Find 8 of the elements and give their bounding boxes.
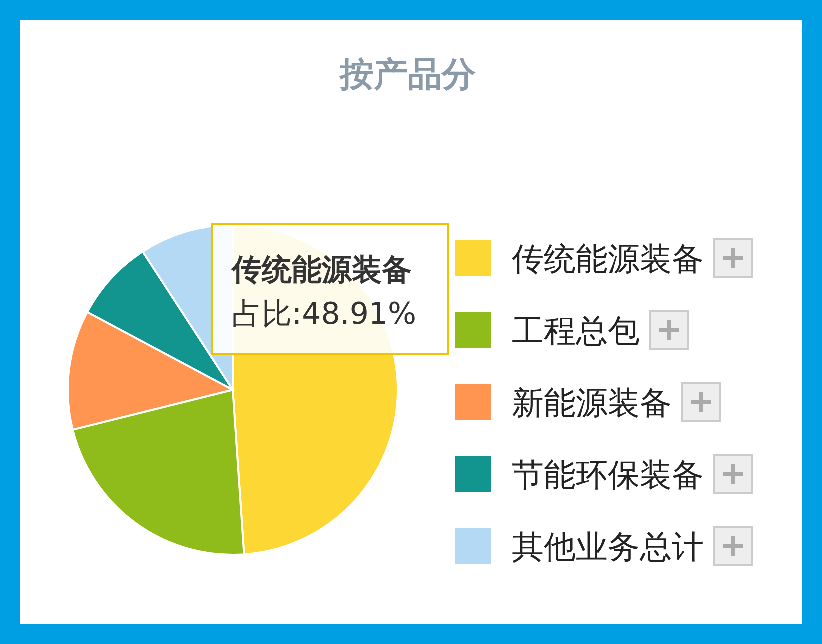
legend-label: 其他业务总计 (512, 528, 704, 566)
text: 占比:48.91% (232, 297, 416, 332)
legend-label: 新能源装备 (512, 384, 672, 422)
legend-label: 节能环保装备 (512, 456, 704, 494)
chart-title: 按产品分 (339, 55, 476, 95)
legend-label: 传统能源装备 (512, 240, 704, 278)
legend-label: 工程总包 (512, 312, 640, 350)
text: 传统能源装备 (231, 253, 412, 288)
